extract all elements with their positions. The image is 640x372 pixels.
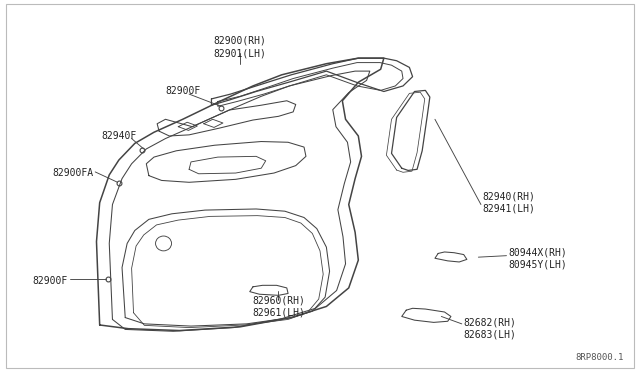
Text: 82900(RH)
82901(LH): 82900(RH) 82901(LH): [214, 36, 267, 58]
Text: 82940F: 82940F: [101, 131, 136, 141]
Text: 82940(RH)
82941(LH): 82940(RH) 82941(LH): [483, 192, 536, 214]
Text: 80944X(RH)
80945Y(LH): 80944X(RH) 80945Y(LH): [508, 247, 567, 269]
Text: 8RP8000.1: 8RP8000.1: [575, 353, 623, 362]
Text: 82960(RH)
82961(LH): 82960(RH) 82961(LH): [252, 295, 305, 318]
Text: 82900F: 82900F: [33, 276, 68, 285]
Text: 82682(RH)
82683(LH): 82682(RH) 82683(LH): [464, 317, 516, 340]
Text: 82900FA: 82900FA: [52, 168, 93, 178]
Text: 82900F: 82900F: [165, 87, 200, 96]
